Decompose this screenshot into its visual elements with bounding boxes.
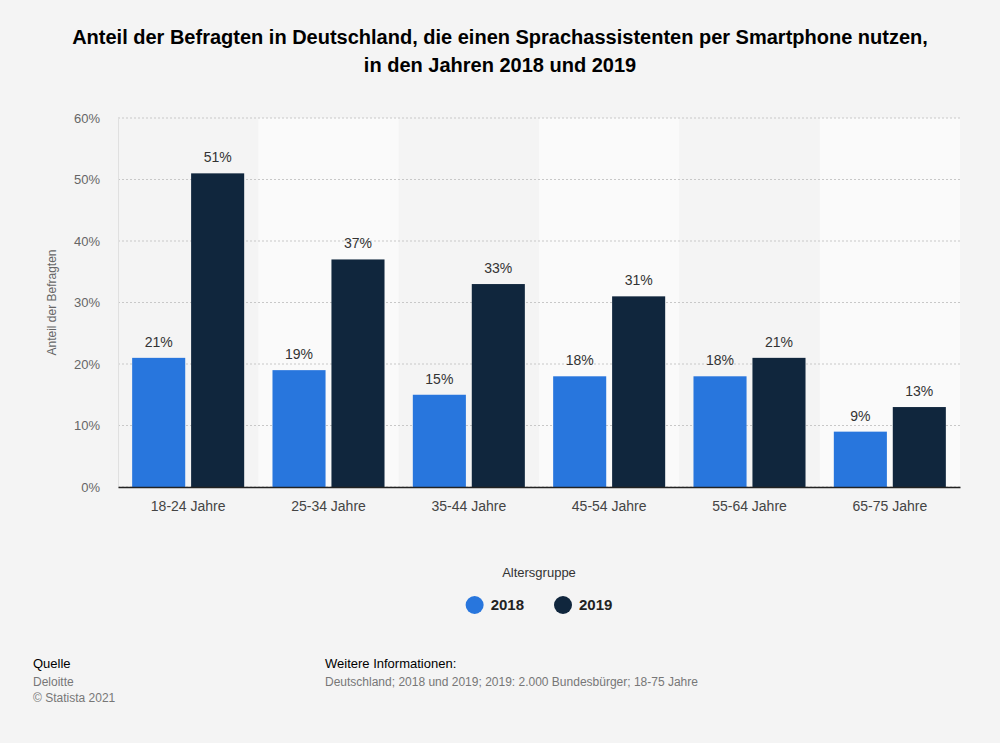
y-tick: 50% <box>74 172 118 187</box>
y-tick: 0% <box>81 480 118 495</box>
x-tick-label: 55-64 Jahre <box>712 498 787 514</box>
legend-swatch <box>554 596 572 614</box>
y-tick-label: 20% <box>74 357 100 372</box>
data-labels: 21% 19% 15% 18% 18% 9% 51% 37% 33% 31% 21% 13% <box>145 149 934 423</box>
x-tick: 35-44 Jahre <box>431 487 506 514</box>
bar <box>191 173 244 487</box>
data-label: 19% <box>285 346 313 362</box>
y-tick: 30% <box>74 295 118 310</box>
title: Anteil der Befragten in Deutschland, die… <box>72 26 928 76</box>
note-label: Weitere Informationen: <box>325 656 456 671</box>
x-tick-label: 45-54 Jahre <box>572 498 647 514</box>
y-tick-label: 50% <box>74 172 100 187</box>
bar <box>893 407 946 487</box>
legend-label: 2019 <box>579 596 612 613</box>
data-label: 51% <box>204 149 232 165</box>
x-axis-title: Altersgruppe <box>502 565 576 580</box>
y-tick: 10% <box>74 418 118 433</box>
grid-line <box>118 364 960 365</box>
bar <box>693 376 746 487</box>
y-tick-label: 40% <box>74 234 100 249</box>
source: Deloitte <box>33 675 74 689</box>
grid-line <box>118 425 960 426</box>
data-label: 21% <box>145 334 173 350</box>
title-line: in den Jahren 2018 und 2019 <box>364 54 636 76</box>
y-tick-label: 10% <box>74 418 100 433</box>
title-line: Anteil der Befragten in Deutschland, die… <box>72 26 928 48</box>
x-tick-label: 18-24 Jahre <box>151 498 226 514</box>
column-band <box>539 118 679 487</box>
x-tick: 25-34 Jahre <box>291 487 366 514</box>
y-axis-title: Anteil der Befragten <box>45 249 59 355</box>
data-label: 31% <box>625 272 653 288</box>
grid-line <box>118 241 960 242</box>
x-axis-line <box>119 487 961 489</box>
data-label: 15% <box>425 371 453 387</box>
chart: Anteil der Befragten in Deutschland, die… <box>0 0 1000 743</box>
bar <box>553 376 606 487</box>
data-label: 18% <box>566 352 594 368</box>
bar <box>413 395 466 487</box>
y-tick-label: 60% <box>74 111 100 126</box>
grid-line <box>118 302 960 303</box>
background <box>0 0 1000 743</box>
y-tick: 40% <box>74 234 118 249</box>
grid-line <box>118 487 960 488</box>
x-tick: 65-75 Jahre <box>852 487 927 514</box>
bar <box>472 284 525 487</box>
bar <box>331 259 384 487</box>
y-tick: 60% <box>74 111 118 126</box>
copyright: © Statista 2021 <box>33 691 116 705</box>
bar <box>834 432 887 487</box>
legend-swatch <box>466 596 484 614</box>
y-tick-label: 30% <box>74 295 100 310</box>
source-label: Quelle <box>33 656 71 671</box>
data-label: 18% <box>706 352 734 368</box>
grid-line <box>118 118 960 119</box>
data-label: 37% <box>344 235 372 251</box>
x-axis: 18-24 Jahre 25-34 Jahre 35-44 Jahre 45-54 J… <box>119 487 961 514</box>
bar <box>752 358 805 487</box>
legend: 2018 2019 <box>466 596 613 614</box>
bar <box>132 358 185 487</box>
data-label: 33% <box>484 260 512 276</box>
bar <box>272 370 325 487</box>
bar <box>612 296 665 487</box>
x-tick-label: 25-34 Jahre <box>291 498 366 514</box>
x-tick-label: 65-75 Jahre <box>852 498 927 514</box>
grid <box>118 118 960 487</box>
y-tick: 20% <box>74 357 118 372</box>
y-tick-label: 0% <box>81 480 100 495</box>
grid-line <box>118 179 960 180</box>
bars <box>132 173 946 487</box>
x-tick: 18-24 Jahre <box>151 487 226 514</box>
data-label: 13% <box>905 383 933 399</box>
data-label: 21% <box>765 334 793 350</box>
legend-item: 2019 <box>554 596 612 614</box>
data-label: 9% <box>850 408 870 424</box>
y-axis: 0% 10% 20% 30% 40% 50% 60% <box>74 111 119 495</box>
x-tick-label: 35-44 Jahre <box>431 498 506 514</box>
x-tick: 45-54 Jahre <box>572 487 647 514</box>
x-tick: 55-64 Jahre <box>712 487 787 514</box>
note: Deutschland; 2018 und 2019; 2019: 2.000 … <box>325 675 698 689</box>
legend-item: 2018 <box>466 596 524 614</box>
y-axis-line <box>118 119 119 488</box>
legend-label: 2018 <box>491 596 524 613</box>
